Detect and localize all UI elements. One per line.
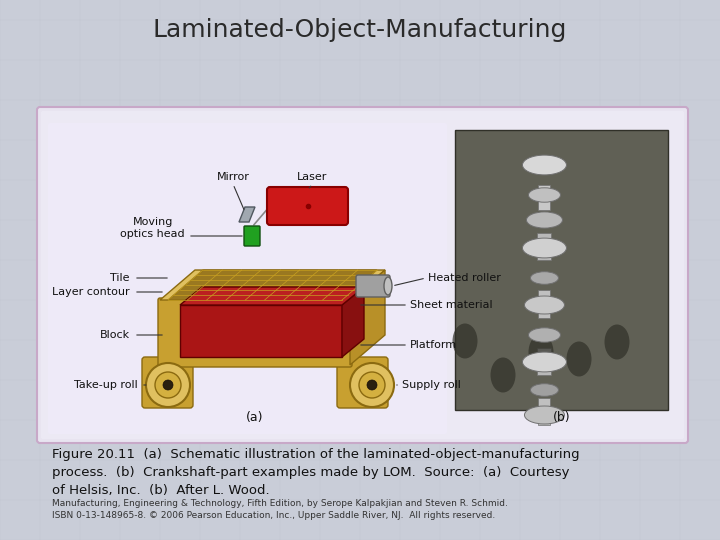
FancyBboxPatch shape (337, 357, 388, 408)
Bar (539, 290, 551, 318)
Ellipse shape (523, 352, 567, 372)
Ellipse shape (528, 328, 560, 342)
Text: Laser: Laser (297, 172, 328, 182)
Text: Sheet material: Sheet material (410, 300, 492, 310)
Polygon shape (168, 270, 377, 300)
Text: Tile: Tile (110, 273, 130, 283)
Circle shape (163, 380, 173, 390)
Text: Laminated-Object-Manufacturing: Laminated-Object-Manufacturing (153, 18, 567, 42)
FancyBboxPatch shape (48, 123, 447, 434)
Circle shape (155, 372, 181, 398)
Polygon shape (342, 287, 364, 357)
Ellipse shape (524, 406, 564, 424)
FancyBboxPatch shape (244, 226, 260, 246)
Text: Block: Block (100, 330, 130, 340)
FancyBboxPatch shape (267, 187, 348, 225)
Text: (a): (a) (246, 411, 264, 424)
Bar (455, 130, 668, 410)
Ellipse shape (531, 272, 559, 284)
Ellipse shape (490, 353, 516, 388)
Text: Heated roller: Heated roller (428, 273, 501, 283)
Circle shape (359, 372, 385, 398)
Polygon shape (350, 270, 385, 365)
Text: Take-up roll: Take-up roll (74, 380, 138, 390)
Ellipse shape (452, 323, 477, 359)
Text: Moving
optics head: Moving optics head (120, 217, 185, 239)
Bar (537, 233, 552, 260)
FancyBboxPatch shape (158, 298, 352, 367)
Text: Manufacturing, Engineering & Technology, Fifth Edition, by Serope Kalpakjian and: Manufacturing, Engineering & Technology,… (52, 498, 508, 520)
Ellipse shape (523, 238, 567, 258)
FancyBboxPatch shape (41, 111, 684, 439)
Text: (b): (b) (553, 411, 570, 424)
Text: Platform: Platform (410, 340, 457, 350)
Polygon shape (239, 207, 255, 222)
Polygon shape (180, 287, 364, 305)
Ellipse shape (528, 188, 560, 202)
Circle shape (367, 380, 377, 390)
Text: Figure 20.11  (a)  Schematic illustration of the laminated-object-manufacturing
: Figure 20.11 (a) Schematic illustration … (52, 448, 580, 497)
Bar (180, 305, 342, 357)
FancyBboxPatch shape (142, 357, 193, 408)
Bar (539, 398, 551, 425)
Text: Mirror: Mirror (217, 172, 249, 182)
Bar (537, 348, 552, 375)
Ellipse shape (531, 384, 559, 396)
Ellipse shape (524, 296, 564, 314)
Ellipse shape (526, 212, 562, 228)
Polygon shape (160, 270, 385, 300)
Text: Layer contour: Layer contour (53, 287, 130, 297)
FancyBboxPatch shape (356, 275, 390, 297)
Bar (539, 185, 551, 210)
Ellipse shape (384, 277, 392, 295)
Circle shape (350, 363, 394, 407)
Ellipse shape (523, 155, 567, 175)
Ellipse shape (567, 334, 592, 368)
Text: Supply roll: Supply roll (402, 380, 461, 390)
Circle shape (146, 363, 190, 407)
FancyBboxPatch shape (37, 107, 688, 443)
Ellipse shape (605, 339, 629, 374)
Ellipse shape (528, 333, 554, 368)
